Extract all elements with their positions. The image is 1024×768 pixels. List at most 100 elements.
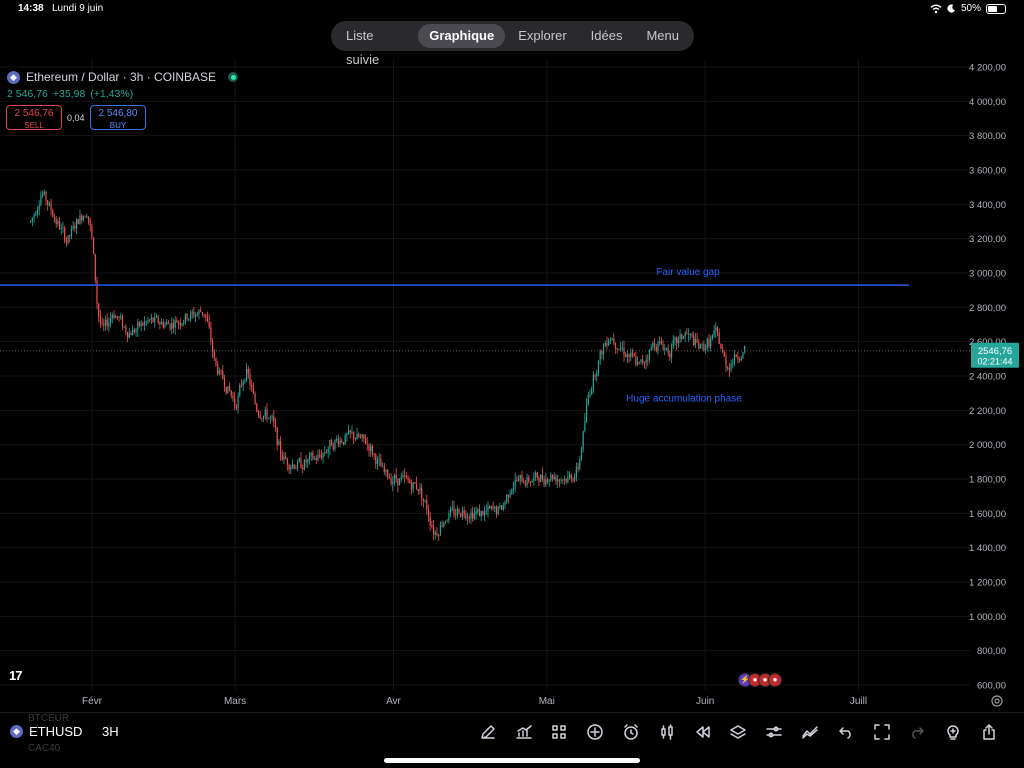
candle-body [568,474,571,477]
candle-body [432,527,435,535]
candle-body [147,319,149,322]
redo-button[interactable] [900,719,936,745]
candle-body [223,378,226,387]
candle-body [742,352,744,359]
candle-body [215,357,217,365]
indicators-button[interactable] [506,719,542,745]
symbol-header[interactable]: ◆ Ethereum / Dollar · 3h · COINBASE [7,70,239,84]
candle-body [599,350,601,361]
candle-body [597,360,600,374]
undo-button[interactable] [828,719,864,745]
candle-body [354,438,356,440]
nav-tab-4[interactable]: Menu [646,28,679,43]
candle-body [198,310,200,315]
candle-body [307,459,309,463]
candle-body [329,439,331,450]
candle-body [251,384,253,388]
nav-tab-3[interactable]: Idées [590,28,623,43]
ideas-button[interactable] [935,719,971,745]
rewind-icon [695,726,710,738]
candle-body [65,240,67,243]
candle-body [62,227,64,229]
candle-body [592,374,594,389]
candle-body [295,468,297,470]
share-button[interactable] [971,719,1007,745]
chart-type-button[interactable] [649,719,685,745]
us-flag-icon[interactable]: ● [768,673,782,687]
candle-body [72,225,74,230]
candle-body [120,316,122,318]
candle-body [364,438,367,444]
replay-button[interactable] [685,719,721,745]
candle-body [497,507,499,514]
price-chart[interactable]: 4 200,00 4 000,00 3 800,00 3 600,00 3 400,00… [0,60,1024,710]
events-icons[interactable]: ⚡ ● ● ● [738,673,782,687]
candle-body [625,354,627,357]
watchlist-next-symbol[interactable]: CAC40 [28,743,61,754]
candle-body [330,439,333,446]
candle-body [237,396,239,409]
add-button[interactable] [577,719,613,745]
candle-body [458,509,460,514]
watchlist-prev-symbol[interactable]: BTCEUR [28,713,70,724]
candle-body [378,459,380,461]
compare-button[interactable] [792,719,828,745]
x-axis-label: Avr [386,696,401,707]
candle-body [342,442,345,445]
candle-body [121,316,124,327]
buy-button[interactable]: 2 546,80 BUY [90,105,146,130]
candle-body [538,477,540,483]
settings-button[interactable] [756,719,792,745]
candle-body [706,338,708,349]
candle-body [58,221,61,230]
x-axis-label: Juin [696,696,714,707]
candle-body [536,472,538,478]
candle-body [157,316,159,323]
settings-gear-icon[interactable] [990,694,1004,708]
candle-body [523,481,525,484]
nav-tab-2[interactable]: Explorer [518,28,567,43]
candle-body [159,322,161,325]
candle-body [611,338,613,341]
candle-body [628,354,630,358]
candle-body [227,386,229,394]
candle-body [361,434,363,438]
candle-body [137,321,139,330]
candle-body [319,455,321,456]
candle-body [220,370,222,372]
candle-body [181,323,183,326]
candle-body [404,475,406,477]
candle-body [82,216,84,221]
draw-tool-button[interactable] [470,719,506,745]
candle-body [519,474,521,479]
candle-body [596,373,598,377]
lightbulb-icon [947,725,959,740]
plus-circle-icon [587,724,604,740]
candle-body [463,510,465,514]
candle-body [738,359,741,361]
symbol-selector[interactable]: ◆ ETHUSD [10,724,82,739]
tradingview-logo[interactable]: 17 [9,668,23,683]
alert-button[interactable] [613,719,649,745]
candle-body [665,347,668,349]
candle-body [704,348,707,351]
nav-tab-0[interactable]: Liste suivie [346,28,380,67]
timeframe-selector[interactable]: 3H [102,724,119,739]
y-axis-label: 1 400,00 [969,543,1006,554]
candle-body [286,458,288,465]
quote-last: 2 546,76 [7,88,48,100]
candle-body [431,525,433,528]
objects-tree-button[interactable] [721,719,757,745]
sell-button[interactable]: 2 546,76 SELL [6,105,62,130]
candle-body [580,449,583,459]
candle-body [269,416,271,419]
layouts-button[interactable] [542,719,578,745]
fullscreen-button[interactable] [864,719,900,745]
candle-body [300,458,302,469]
candle-body [239,384,241,397]
fullscreen-icon [873,724,890,740]
y-axis-label: 3 000,00 [969,269,1006,280]
candle-body [438,535,440,536]
candle-body [626,354,628,357]
nav-tab-1[interactable]: Graphique [418,24,506,48]
